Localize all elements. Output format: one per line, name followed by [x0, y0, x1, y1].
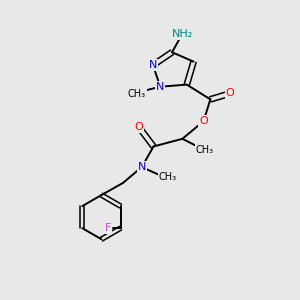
- Text: O: O: [199, 116, 208, 126]
- Text: CH₃: CH₃: [195, 145, 214, 155]
- Text: CH₃: CH₃: [128, 89, 146, 99]
- Text: CH₃: CH₃: [159, 172, 177, 182]
- Text: O: O: [226, 88, 235, 98]
- Text: N: N: [149, 60, 157, 70]
- Text: O: O: [134, 122, 143, 132]
- Text: F: F: [105, 223, 111, 233]
- Text: N: N: [138, 162, 146, 172]
- Text: NH₂: NH₂: [172, 29, 193, 39]
- Text: N: N: [156, 82, 164, 92]
